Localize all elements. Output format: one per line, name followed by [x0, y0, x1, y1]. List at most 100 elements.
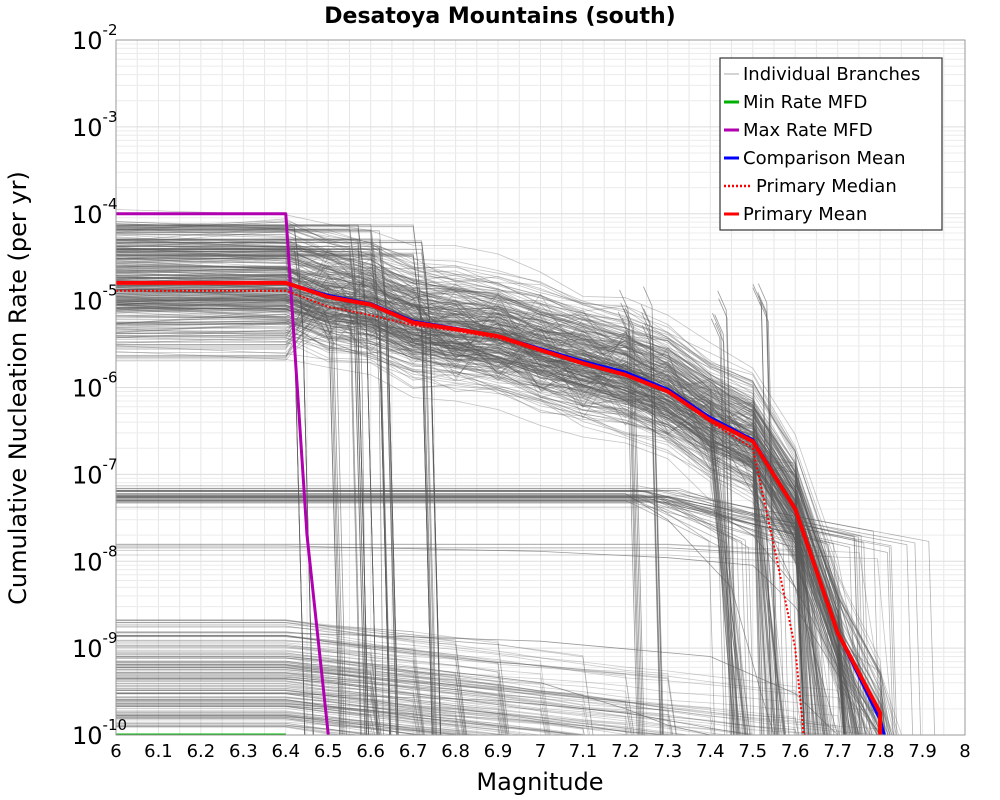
branch-line	[116, 490, 799, 735]
branch-line	[116, 724, 373, 735]
branch-line	[757, 283, 778, 735]
branch-line	[116, 635, 509, 735]
branch-line	[116, 635, 635, 735]
branch-line	[116, 293, 850, 735]
branch-line	[116, 705, 584, 735]
branch-line	[116, 351, 809, 735]
x-tick-label: 7.6	[781, 741, 810, 762]
branch-line	[116, 700, 460, 735]
branch-line	[116, 636, 803, 735]
branch-line	[116, 718, 397, 735]
branch-line	[116, 315, 824, 735]
branch-line	[116, 490, 728, 735]
branch-line	[116, 496, 881, 735]
branch-line	[116, 704, 376, 735]
branch-line	[116, 678, 630, 735]
branch-line	[640, 304, 661, 735]
x-tick-label: 6.5	[314, 741, 343, 762]
branch-line	[116, 488, 817, 735]
branch-line	[116, 288, 826, 735]
branch-line	[116, 677, 421, 735]
x-tick-label: 6.9	[484, 741, 513, 762]
branch-line	[116, 243, 862, 735]
branch-line	[116, 635, 467, 735]
branch-line	[116, 233, 831, 735]
branch-line	[116, 696, 461, 735]
branch-line	[116, 686, 720, 735]
branch-line	[116, 497, 922, 735]
branch-line	[116, 267, 826, 735]
branch-line	[116, 268, 776, 735]
branch-line	[116, 687, 378, 735]
branch-line	[116, 646, 508, 735]
branch-line	[116, 263, 737, 735]
branch-line	[116, 681, 629, 735]
branch-line	[116, 316, 852, 735]
branch-line	[116, 500, 725, 735]
branch-line	[116, 716, 505, 735]
branch-line	[116, 639, 677, 735]
branch-line	[116, 345, 742, 735]
x-tick-label: 6.8	[441, 741, 470, 762]
branch-line	[116, 254, 886, 735]
branch-line	[116, 293, 747, 735]
branch-line	[116, 251, 763, 735]
branch-line	[116, 699, 653, 735]
branch-line	[116, 489, 868, 735]
branch-line	[712, 312, 732, 735]
branch-line	[752, 287, 773, 735]
branch-line	[116, 713, 482, 735]
branch-line	[116, 299, 846, 735]
branch-line	[116, 294, 785, 735]
branch-line	[116, 670, 380, 735]
branch-line	[414, 325, 435, 735]
x-tick-label: 8	[959, 741, 970, 762]
x-tick-label: 7.7	[823, 741, 852, 762]
y-tick-label: 10-5	[72, 282, 118, 316]
branch-line	[116, 716, 466, 735]
branch-line	[116, 660, 840, 735]
branch-line	[116, 665, 380, 735]
branch-line	[116, 699, 501, 735]
branch-line	[116, 622, 678, 735]
branch-line	[116, 298, 735, 735]
branch-line	[116, 302, 820, 735]
branch-line	[116, 226, 314, 735]
branch-line	[116, 276, 805, 735]
branch-line	[116, 646, 550, 735]
branch-line	[116, 725, 378, 735]
branch-line	[116, 697, 585, 735]
y-tick-label: 10-10	[72, 716, 127, 750]
branch-line	[116, 722, 370, 735]
branch-line	[116, 270, 761, 735]
branch-line	[116, 726, 365, 735]
x-tick-label: 6.1	[144, 741, 173, 762]
branch-line	[116, 307, 879, 735]
branch-line	[116, 679, 672, 735]
branch-line	[116, 692, 693, 735]
branch-line	[116, 269, 895, 735]
branch-line	[116, 266, 846, 735]
branch-line	[116, 678, 379, 735]
y-tick-label: 10-8	[72, 542, 118, 576]
branch-line	[116, 634, 382, 735]
branch-line	[116, 715, 461, 735]
branch-line	[116, 258, 818, 735]
branch-line	[116, 662, 507, 735]
branch-line	[116, 640, 677, 735]
branch-line	[116, 226, 888, 735]
branch-line	[116, 329, 848, 735]
x-tick-label: 6.3	[229, 741, 258, 762]
branch-line	[116, 308, 739, 735]
branch-line	[116, 302, 819, 735]
branch-line	[116, 272, 851, 735]
branch-line	[116, 240, 886, 735]
branch-line	[116, 257, 751, 735]
branch-line	[116, 265, 864, 735]
branch-line	[116, 311, 738, 735]
branch-line	[116, 305, 858, 735]
branch-line	[116, 312, 845, 735]
y-tick-label: 10-4	[72, 195, 118, 229]
branch-line	[116, 678, 754, 735]
